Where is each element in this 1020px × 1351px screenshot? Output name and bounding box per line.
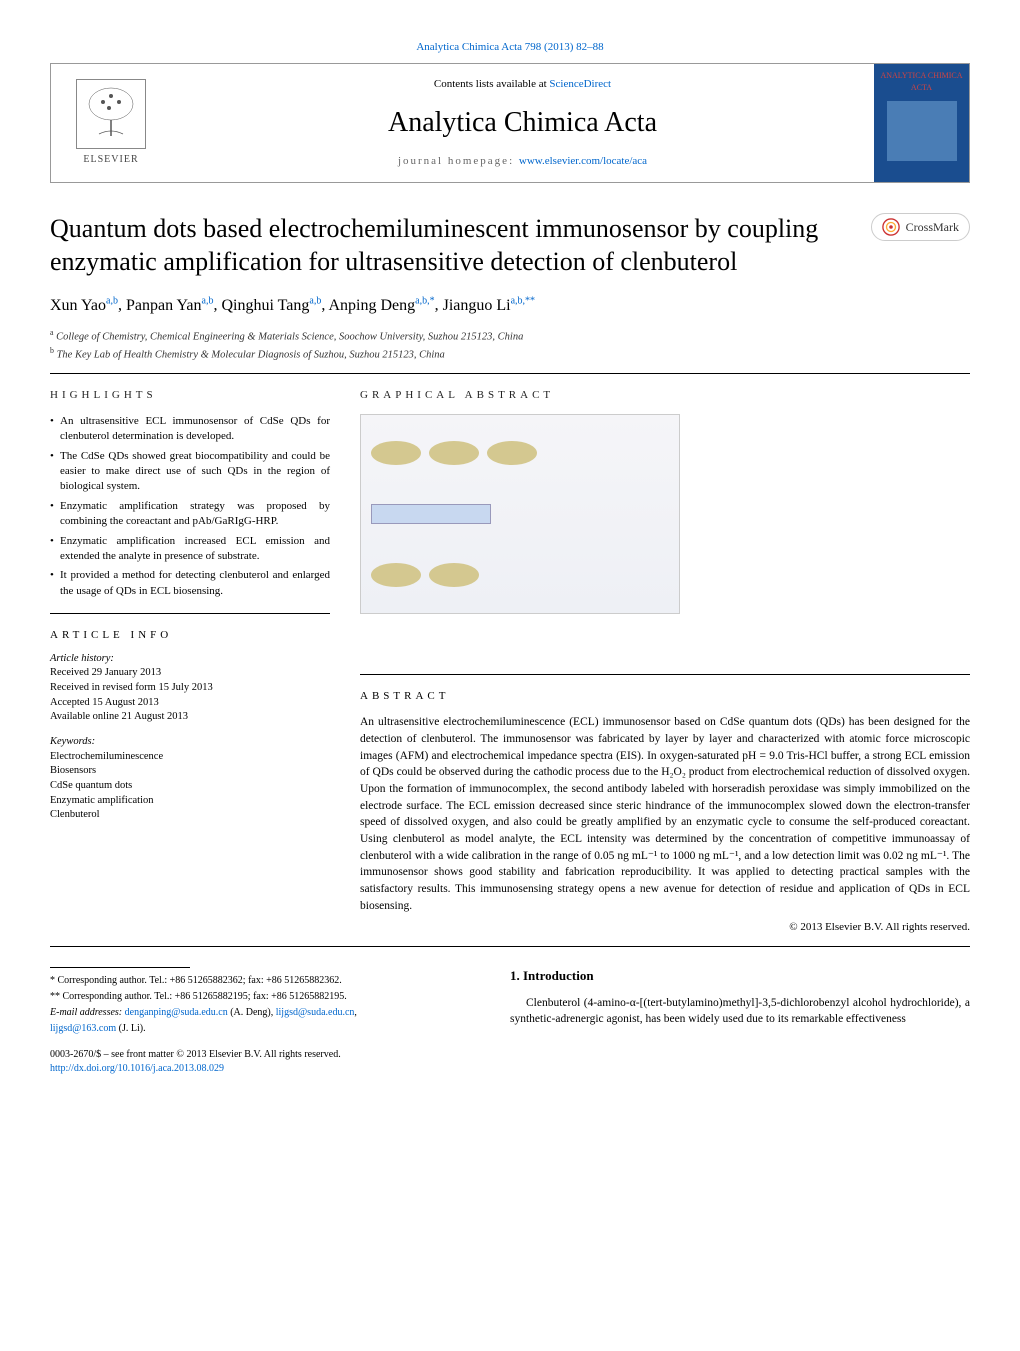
history-label: Article history: [50,652,330,667]
history-line: Accepted 15 August 2013 [50,696,330,711]
journal-header: ELSEVIER Contents lists available at Sci… [50,63,970,183]
highlight-item: It provided a method for detecting clenb… [50,568,330,599]
divider [50,613,330,614]
author: Xun Yaoa,b [50,297,118,314]
highlight-item: An ultrasensitive ECL immunosensor of Cd… [50,414,330,445]
article-info-heading: ARTICLE INFO [50,628,330,643]
abstract-heading: ABSTRACT [360,689,970,704]
journal-name: Analytica Chimica Acta [388,103,657,142]
keyword: Clenbuterol [50,808,330,823]
footnote-rule [50,967,190,968]
author: Panpan Yana,b [126,297,214,314]
history-line: Available online 21 August 2013 [50,710,330,725]
doi-block: 0003-2670/$ – see front matter © 2013 El… [50,1048,480,1076]
header-center: Contents lists available at ScienceDirec… [171,64,874,182]
publisher-name: ELSEVIER [83,153,138,167]
authors-line: Xun Yaoa,b, Panpan Yana,b, Qinghui Tanga… [50,294,970,317]
highlights-heading: HIGHLIGHTS [50,388,330,403]
divider [50,946,970,947]
highlight-item: Enzymatic amplification strategy was pro… [50,499,330,530]
elsevier-tree-icon [76,79,146,149]
affiliation: b The Key Lab of Health Chemistry & Mole… [50,345,970,363]
footnotes: * Corresponding author. Tel.: +86 512658… [50,967,480,1076]
history-line: Received in revised form 15 July 2013 [50,681,330,696]
contents-line: Contents lists available at ScienceDirec… [434,77,611,92]
corresponding-note: ** Corresponding author. Tel.: +86 51265… [50,990,480,1004]
crossmark-icon [882,218,900,236]
journal-cover-thumbnail: ANALYTICA CHIMICA ACTA [874,64,969,182]
crossmark-badge[interactable]: CrossMark [871,213,970,241]
homepage-line: journal homepage: www.elsevier.com/locat… [398,154,647,169]
publisher-logo: ELSEVIER [51,64,171,182]
crossmark-label: CrossMark [906,219,959,236]
keyword: Enzymatic amplification [50,794,330,809]
article-title: Quantum dots based electrochemiluminesce… [50,213,871,278]
highlights-list: An ultrasensitive ECL immunosensor of Cd… [50,414,330,599]
corresponding-note: * Corresponding author. Tel.: +86 512658… [50,974,480,988]
issn-line: 0003-2670/$ – see front matter © 2013 El… [50,1048,480,1062]
author: Qinghui Tanga,b [221,297,321,314]
highlight-item: The CdSe QDs showed great biocompatibili… [50,449,330,495]
author: Anping Denga,b,* [328,297,434,314]
cover-image [887,101,957,161]
author: Jianguo Lia,b,** [443,297,535,314]
email-link[interactable]: lijgsd@163.com [50,1023,116,1034]
highlight-item: Enzymatic amplification increased ECL em… [50,534,330,565]
email-line: E-mail addresses: denganping@suda.edu.cn… [50,1006,480,1020]
keywords-label: Keywords: [50,735,330,750]
keyword: CdSe quantum dots [50,779,330,794]
homepage-link[interactable]: www.elsevier.com/locate/aca [519,155,647,167]
keyword: Electrochemiluminescence [50,750,330,765]
sciencedirect-link[interactable]: ScienceDirect [549,78,611,90]
copyright-line: © 2013 Elsevier B.V. All rights reserved… [360,920,970,935]
top-citation: Analytica Chimica Acta 798 (2013) 82–88 [50,40,970,55]
citation-link[interactable]: Analytica Chimica Acta 798 (2013) 82–88 [416,41,603,53]
email-link[interactable]: denganping@suda.edu.cn [125,1007,228,1018]
graphical-abstract-figure [360,414,680,614]
article-history: Article history: Received 29 January 201… [50,652,330,725]
keyword: Biosensors [50,764,330,779]
divider [360,674,970,675]
intro-paragraph: Clenbuterol (4-amino-α-[(tert-butylamino… [510,995,970,1027]
graphical-abstract-heading: GRAPHICAL ABSTRACT [360,388,970,403]
divider [50,373,970,374]
keywords-block: Keywords: Electrochemiluminescence Biose… [50,735,330,823]
affiliation: a College of Chemistry, Chemical Enginee… [50,327,970,345]
abstract-text: An ultrasensitive electrochemiluminescen… [360,714,970,914]
cover-title: ANALYTICA CHIMICA ACTA [880,70,963,92]
affiliations: a College of Chemistry, Chemical Enginee… [50,327,970,363]
section-heading: 1. Introduction [510,967,970,985]
email-link[interactable]: lijgsd@suda.edu.cn [276,1007,355,1018]
history-line: Received 29 January 2013 [50,666,330,681]
email-line: lijgsd@163.com (J. Li). [50,1022,480,1036]
doi-link[interactable]: http://dx.doi.org/10.1016/j.aca.2013.08.… [50,1063,224,1074]
